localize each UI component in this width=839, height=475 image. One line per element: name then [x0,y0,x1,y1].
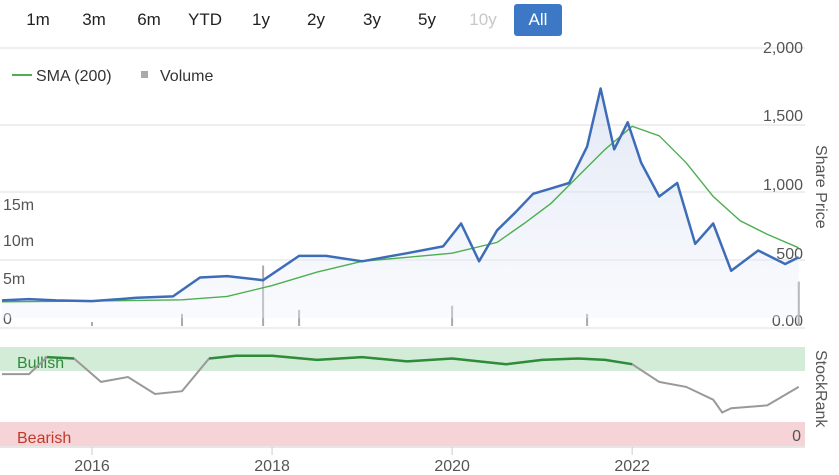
range-button-1m[interactable]: 1m [26,10,50,29]
x-tick-label: 2018 [254,458,290,475]
volume-bar [586,313,589,326]
volume-tick-15m: 15m [3,197,34,214]
range-button-3y[interactable]: 3y [363,10,381,29]
x-tick-label: 2022 [614,458,650,475]
price-tick-1000: 1,000 [763,177,803,194]
stockrank-bullish-segment [46,354,633,366]
volume-bar [91,322,93,326]
x-tick-label: 2016 [74,458,110,475]
range-button-2y[interactable]: 2y [307,10,325,29]
range-button-10y[interactable]: 10y [469,10,497,29]
legend-volume-label[interactable]: Volume [160,68,213,85]
volume-bar [181,313,183,326]
stockrank-tick-0: 0 [792,428,801,445]
range-button-all[interactable]: All [514,4,562,36]
price-line [1,87,800,303]
bearish-band [0,422,805,446]
range-button-6m[interactable]: 6m [137,10,161,29]
range-button-ytd[interactable]: YTD [188,10,222,29]
stockrank-axis-label: StockRank [812,350,829,428]
x-axis-ticks: 2016 2018 2020 2022 [74,447,650,475]
range-button-1y[interactable]: 1y [252,10,270,29]
bearish-label: Bearish [17,430,71,447]
x-tick-label: 2020 [434,458,470,475]
volume-tick-0: 0 [3,311,12,328]
price-tick-1500: 1,500 [763,108,803,125]
legend-sma-label[interactable]: SMA (200) [36,68,112,85]
bullish-band [0,347,805,371]
range-button-3m[interactable]: 3m [82,10,106,29]
share-price-axis-label: Share Price [812,145,829,229]
volume-tick-10m: 10m [3,233,34,250]
range-selector: 1m 3m 6m YTD 1y 2y 3y 5y 10y All [0,4,600,36]
sma-line [1,125,799,303]
legend-volume-swatch [141,71,148,78]
range-button-5y[interactable]: 5y [418,10,436,29]
price-area [2,88,799,318]
volume-tick-5m: 5m [3,271,25,288]
price-tick-2000: 2,000 [763,40,803,57]
